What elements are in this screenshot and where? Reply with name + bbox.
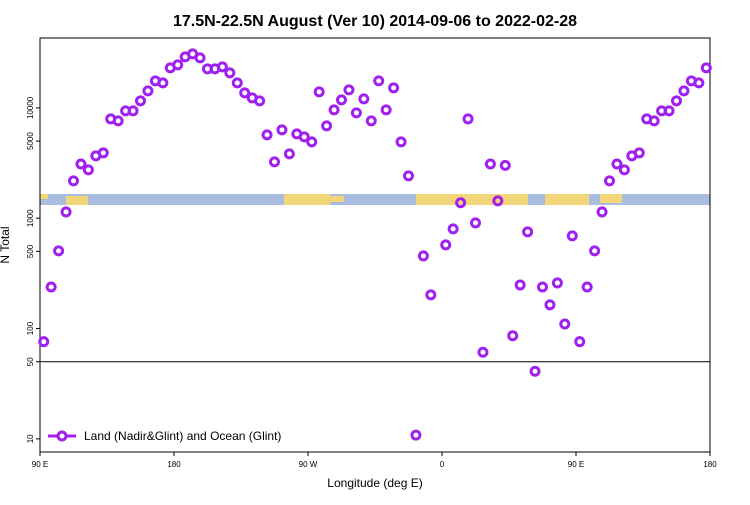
point (373, 75, 385, 87)
point (522, 226, 534, 238)
point (365, 115, 377, 127)
legend-marker (56, 430, 68, 442)
point (596, 206, 608, 218)
point (380, 104, 392, 116)
point (604, 175, 615, 187)
point (306, 136, 318, 148)
x-tick-label: 90 E (568, 460, 584, 469)
point (350, 107, 362, 119)
point (700, 62, 712, 74)
legend-label: Land (Nadir&Glint) and Ocean (Glint) (84, 429, 281, 443)
point (142, 85, 154, 97)
point (45, 281, 57, 293)
y-tick-label: 10 (26, 434, 35, 443)
point (618, 164, 630, 176)
point (559, 318, 571, 330)
point (507, 330, 519, 342)
point (462, 113, 474, 125)
x-tick-label: 180 (703, 460, 717, 469)
point (417, 250, 429, 262)
point (231, 77, 243, 89)
y-axis-title: N Total (0, 226, 12, 263)
y-tick-label: 50 (26, 357, 35, 366)
point (529, 365, 541, 377)
chart-title: 17.5N-22.5N August (Ver 10) 2014-09-06 t… (173, 13, 577, 30)
point (663, 105, 675, 117)
y-tick-label: 500 (26, 244, 35, 258)
point (514, 279, 526, 291)
point (589, 245, 601, 257)
point (678, 85, 690, 97)
x-tick-label: 0 (440, 460, 445, 469)
point (477, 346, 489, 358)
point (425, 289, 437, 301)
point (254, 95, 266, 107)
point (358, 93, 370, 105)
point (194, 52, 206, 64)
point (313, 86, 325, 98)
point (440, 239, 452, 251)
x-tick-label: 90 W (299, 460, 318, 469)
x-tick-label: 90 E (32, 460, 48, 469)
plot-frame (39, 37, 711, 453)
point (470, 217, 481, 229)
point (112, 115, 124, 127)
point (97, 147, 109, 159)
point (328, 104, 340, 116)
point (611, 158, 623, 170)
point (261, 129, 273, 141)
point (60, 206, 72, 218)
point (447, 223, 459, 235)
point (336, 94, 347, 106)
point (135, 95, 146, 107)
point (410, 429, 422, 441)
point (648, 115, 660, 127)
point (269, 156, 280, 168)
point (455, 197, 467, 209)
point (157, 77, 169, 89)
point (283, 148, 295, 160)
point (537, 281, 548, 293)
point (551, 277, 563, 289)
point (566, 230, 578, 242)
point (388, 82, 400, 94)
point (574, 336, 586, 348)
point (395, 136, 407, 148)
point (276, 124, 288, 136)
point (633, 147, 645, 159)
point (581, 281, 593, 293)
point (75, 158, 87, 170)
point (343, 84, 355, 96)
y-tick-label: 5000 (26, 132, 35, 150)
point (224, 67, 236, 79)
point (38, 336, 50, 348)
point (172, 59, 184, 71)
point (127, 105, 139, 117)
point (53, 245, 65, 257)
y-tick-label: 1000 (26, 209, 35, 227)
point (671, 95, 682, 107)
point (499, 159, 511, 171)
map-strip (40, 194, 710, 205)
point (239, 87, 251, 99)
point (484, 158, 496, 170)
y-tick-label: 10000 (26, 96, 35, 119)
x-axis-title: Longitude (deg E) (327, 476, 422, 490)
point (492, 195, 504, 207)
point (321, 120, 333, 132)
point (693, 77, 705, 89)
point (544, 299, 556, 311)
point (216, 61, 228, 73)
point (298, 131, 310, 143)
x-tick-label: 180 (167, 460, 181, 469)
point (403, 170, 414, 182)
point (68, 175, 79, 187)
point (82, 164, 94, 176)
y-tick-label: 100 (26, 321, 35, 335)
